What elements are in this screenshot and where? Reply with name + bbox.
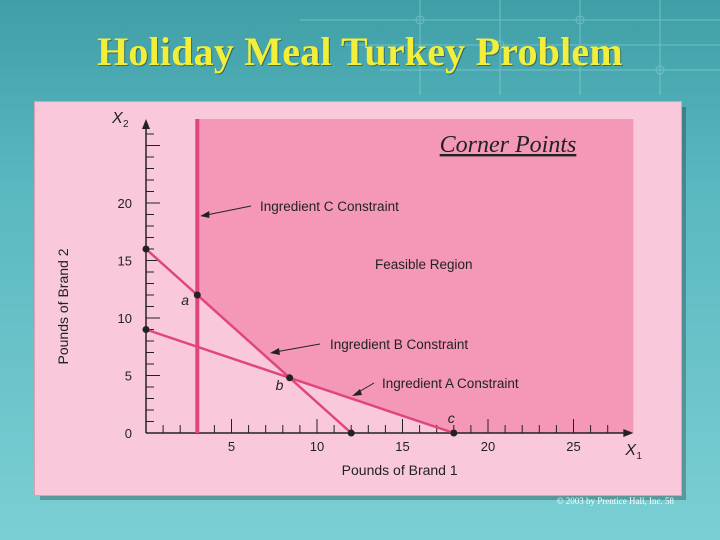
x-axis-label: Pounds of Brand 1 xyxy=(342,462,458,478)
feasible-region-label: Feasible Region xyxy=(375,257,473,272)
chart-title: Corner Points xyxy=(440,132,577,158)
y-axis-arrow xyxy=(142,119,150,130)
intercept-point xyxy=(142,326,150,333)
ingredient-a-constraint-line xyxy=(145,328,455,435)
ingredient-c-arrowhead xyxy=(200,211,210,218)
corner-point-label-c: c xyxy=(448,410,455,426)
y-tick-label: 0 xyxy=(125,426,132,441)
figure-panel: Corner Points 5 10 15 20 25 0 5 10 15 20 X 2 X 1 Pounds… xyxy=(34,101,682,496)
y-axis-symbol: X xyxy=(111,110,124,127)
ingredient-b-leader xyxy=(274,343,321,353)
ingredient-c-label: Ingredient C Constraint xyxy=(260,199,399,214)
y-tick-label: 5 xyxy=(125,369,132,384)
x-tick-label: 5 xyxy=(228,439,235,454)
background-circuit-decoration xyxy=(300,0,720,95)
x-axis-subscript: 1 xyxy=(636,451,642,462)
y-tick-label: 20 xyxy=(118,196,132,211)
ingredient-b-label: Ingredient B Constraint xyxy=(330,337,468,352)
chart-title-box xyxy=(416,125,601,161)
x-axis-symbol: X xyxy=(624,442,637,459)
y-axis-subscript: 2 xyxy=(123,119,129,130)
corner-point-label-a: a xyxy=(181,292,189,308)
ingredient-b-arrowhead xyxy=(270,348,280,355)
y-tick-label: 15 xyxy=(118,254,132,269)
ingredient-a-label: Ingredient A Constraint xyxy=(382,376,519,391)
corner-point-a xyxy=(193,291,201,299)
intercept-point xyxy=(347,429,355,437)
x-tick-label: 25 xyxy=(566,439,580,454)
y-axis-label: Pounds of Brand 2 xyxy=(55,248,71,364)
y-tick-label: 10 xyxy=(118,311,132,326)
copyright-text: © 2003 by Prentice Hall, Inc. 58 xyxy=(556,496,674,506)
x-tick-label: 15 xyxy=(395,439,409,454)
x-tick-label: 10 xyxy=(310,439,324,454)
feasible-region xyxy=(197,119,634,434)
corner-point-label-b: b xyxy=(276,377,284,393)
x-tick-label: 20 xyxy=(481,439,495,454)
intercept-point xyxy=(142,245,150,253)
slide-title: Holiday Meal Turkey Problem xyxy=(97,29,623,74)
ingredient-b-constraint-line xyxy=(145,248,353,434)
corner-point-b xyxy=(286,374,294,382)
x-axis-arrow xyxy=(623,429,634,437)
ingredient-a-arrowhead xyxy=(352,389,362,396)
corner-point-c xyxy=(450,429,458,437)
ingredient-c-leader xyxy=(201,205,252,217)
